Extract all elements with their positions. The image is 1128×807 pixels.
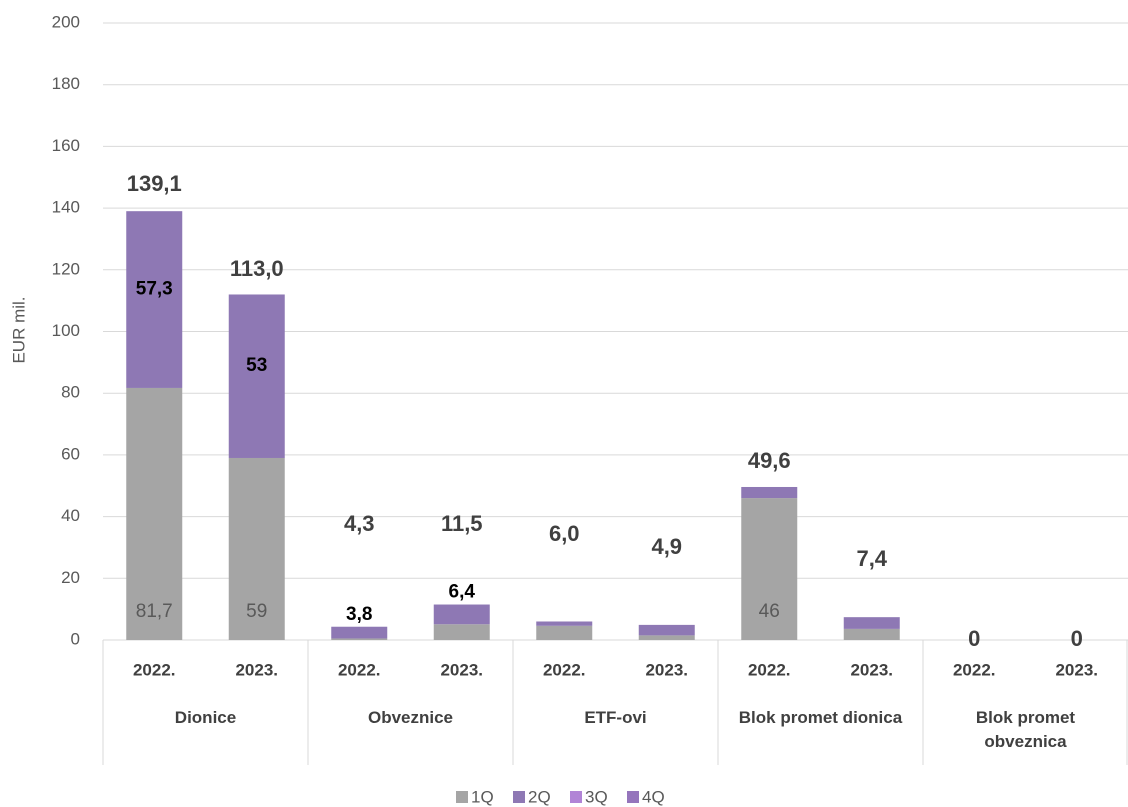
group-label: Blok promet obveznica <box>975 708 1076 751</box>
total-label: 4,9 <box>651 534 682 559</box>
y-tick-label: 0 <box>71 629 80 648</box>
data-label: 3,8 <box>346 604 372 625</box>
legend-swatch <box>456 791 468 803</box>
bar-segment <box>741 486 798 499</box>
data-label: 81,7 <box>136 601 173 622</box>
legend-swatch <box>570 791 582 803</box>
bar-segment <box>536 625 593 640</box>
bar-segment <box>331 626 388 639</box>
x-tick-label: 2023. <box>440 660 483 679</box>
bar-segment <box>536 621 593 626</box>
data-label: 59 <box>246 601 267 622</box>
group-label: Blok promet dionica <box>738 708 903 727</box>
total-label: 6,0 <box>549 521 580 546</box>
y-tick-label: 60 <box>61 444 80 463</box>
group-label: Obveznice <box>367 708 454 727</box>
x-tick-label: 2023. <box>645 660 688 679</box>
bar-segment <box>638 624 695 636</box>
y-tick-label: 100 <box>52 321 80 340</box>
data-label: 6,4 <box>449 582 476 603</box>
total-label: 4,3 <box>344 511 375 536</box>
total-label: 113,0 <box>230 256 284 281</box>
data-label: 46 <box>759 601 780 622</box>
y-tick-label: 20 <box>61 568 80 587</box>
legend-label: 2Q <box>528 787 551 806</box>
legend-swatch <box>627 791 639 803</box>
x-tick-label: 2022. <box>543 660 586 679</box>
group-label: Dionice <box>174 708 237 727</box>
bar-segment <box>331 638 388 640</box>
y-tick-label: 160 <box>52 136 80 155</box>
bar-segment <box>126 387 183 640</box>
bar-segment <box>741 498 798 640</box>
x-tick-label: 2022. <box>338 660 381 679</box>
x-tick-label: 2022. <box>133 660 176 679</box>
bar-segment <box>228 457 285 640</box>
bar-segment <box>638 635 695 640</box>
group-label: ETF-ovi <box>584 708 647 727</box>
x-tick-label: 2022. <box>748 660 791 679</box>
data-label: 57,3 <box>136 279 173 300</box>
y-axis-label: EUR mil. <box>9 296 28 363</box>
total-label: 49,6 <box>748 448 791 473</box>
total-label: 11,5 <box>441 511 483 536</box>
bar-segment <box>843 628 900 640</box>
bar-segment <box>126 211 183 388</box>
bar-segment <box>433 624 490 640</box>
y-tick-label: 140 <box>52 198 80 217</box>
legend-label: 1Q <box>471 787 494 806</box>
y-tick-label: 120 <box>52 259 80 278</box>
y-tick-label: 40 <box>61 506 80 525</box>
bar-segment <box>433 604 490 625</box>
x-tick-label: 2022. <box>953 660 996 679</box>
total-label: 139,1 <box>127 171 182 196</box>
legend-swatch <box>513 791 525 803</box>
total-label: 0 <box>1071 626 1083 651</box>
x-tick-label: 2023. <box>850 660 893 679</box>
total-label: 0 <box>968 626 980 651</box>
bar-segment <box>843 617 900 629</box>
legend-label: 3Q <box>585 787 608 806</box>
y-tick-label: 200 <box>52 12 80 31</box>
total-label: 7,4 <box>856 546 887 571</box>
data-label: 53 <box>246 355 267 376</box>
y-tick-label: 80 <box>61 383 80 402</box>
y-tick-label: 180 <box>52 74 80 93</box>
x-tick-label: 2023. <box>235 660 278 679</box>
legend-label: 4Q <box>642 787 665 806</box>
x-tick-label: 2023. <box>1055 660 1098 679</box>
bar-segment <box>228 294 285 458</box>
